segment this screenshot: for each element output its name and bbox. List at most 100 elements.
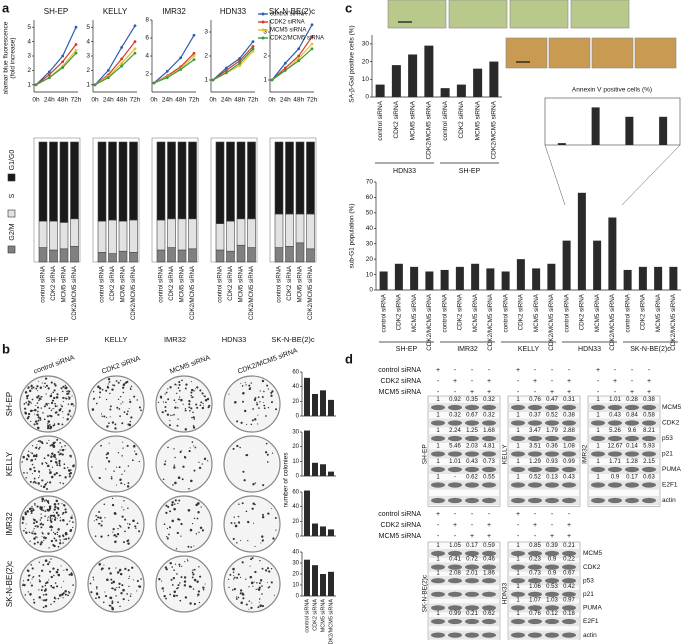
colony [91, 408, 95, 411]
colony [103, 415, 106, 418]
colony [55, 539, 58, 542]
density-value: 1 [516, 413, 520, 419]
density-value: 1.68 [483, 428, 495, 434]
colony [266, 461, 269, 463]
colony [124, 530, 126, 533]
band [448, 591, 462, 597]
stack-segment [118, 220, 128, 252]
colony [50, 455, 53, 458]
y-tick-label: 70 [366, 179, 374, 186]
colony [57, 422, 60, 426]
frame [544, 97, 681, 146]
density-value: 0.53 [546, 584, 558, 590]
bar [391, 65, 401, 97]
colony [135, 527, 137, 529]
colony [53, 424, 56, 426]
colony [258, 586, 261, 589]
colony [93, 579, 95, 581]
colony [187, 508, 191, 512]
x-tick-label: MCM5 siRNA [472, 293, 479, 332]
colony [55, 499, 59, 503]
band [431, 618, 445, 625]
bar [577, 192, 586, 290]
colony [29, 540, 31, 542]
colony [190, 407, 192, 409]
band [562, 404, 576, 411]
sign: - [454, 389, 457, 396]
colony [201, 392, 204, 395]
colony [111, 421, 115, 424]
colony [127, 482, 130, 484]
colony [109, 572, 112, 575]
colony [110, 477, 113, 480]
legend-swatch [261, 28, 265, 32]
point [224, 69, 228, 72]
band [591, 404, 605, 411]
colony [45, 462, 48, 465]
colony [266, 453, 269, 456]
band [511, 466, 525, 473]
colony [237, 596, 240, 599]
density-value: 1.01 [609, 397, 621, 403]
colony [169, 386, 172, 389]
colony [35, 520, 38, 524]
colony [173, 466, 176, 469]
colony [248, 608, 250, 610]
colony [130, 385, 133, 388]
colony [252, 483, 255, 486]
colony [65, 533, 68, 536]
protein-label: p21 [583, 591, 594, 598]
band-strip [509, 549, 579, 558]
sign: - [437, 378, 440, 385]
colony [48, 561, 51, 563]
colony [136, 580, 139, 583]
colony [124, 518, 127, 521]
colony [64, 397, 66, 399]
colony [67, 413, 70, 416]
colony [250, 558, 253, 561]
colony [267, 586, 270, 589]
colony [179, 450, 182, 454]
x-tick-label: 48h [293, 97, 304, 104]
colony [33, 423, 36, 426]
colony [47, 424, 50, 428]
colony [243, 479, 246, 482]
colony [165, 568, 168, 571]
colony [117, 381, 120, 384]
colony [45, 384, 49, 387]
band [465, 404, 479, 411]
band [528, 451, 542, 457]
colony [29, 409, 33, 413]
y-tick-label: 10 [362, 76, 370, 83]
x-tick-label: CDK2/MCM5 siRNA [328, 599, 334, 644]
colony [57, 507, 59, 509]
density-value: 0.42 [563, 584, 575, 590]
colony [48, 505, 52, 508]
point [133, 24, 137, 28]
colony [49, 481, 52, 484]
colony [192, 588, 195, 590]
colony [36, 525, 39, 528]
sign: - [551, 378, 554, 385]
colony [56, 393, 59, 396]
colony [121, 515, 124, 518]
colony [190, 394, 192, 397]
colony [166, 536, 168, 538]
colony [256, 401, 258, 404]
line [94, 25, 136, 86]
colony [178, 398, 180, 401]
band [482, 605, 496, 611]
stack-segment [156, 219, 166, 251]
colony [58, 464, 61, 467]
colony [25, 527, 27, 529]
point [120, 61, 124, 65]
colony [47, 387, 50, 390]
colony [117, 452, 120, 454]
colony [64, 590, 67, 593]
colony [32, 508, 34, 510]
band-strip [429, 589, 499, 599]
colony [73, 405, 75, 407]
x-tick-label: CDK2/MCM5 siRNA [426, 100, 433, 159]
colony [204, 398, 208, 402]
colony [39, 440, 42, 443]
